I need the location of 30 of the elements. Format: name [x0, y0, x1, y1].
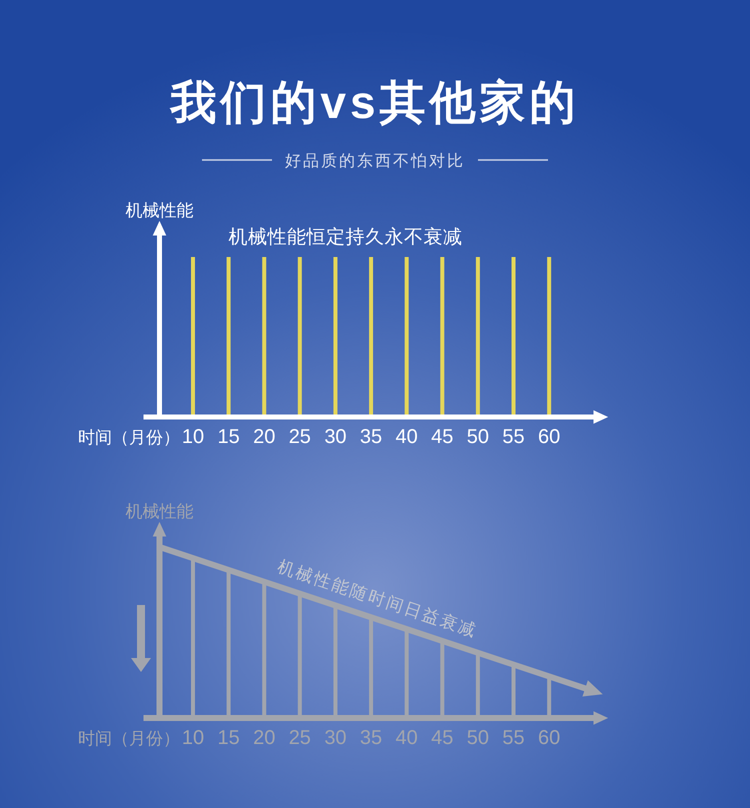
y-axis-title: 机械性能: [126, 201, 194, 220]
x-tick-label: 50: [466, 426, 490, 448]
x-tick-label: 45: [431, 426, 454, 448]
x-tick-label: 25: [288, 727, 311, 749]
x-tick-label: 55: [502, 727, 525, 749]
x-axis-title: 时间（月份）: [78, 729, 180, 748]
x-tick-label: 40: [396, 426, 418, 448]
x-tick-label: 60: [538, 727, 560, 749]
x-tick-label: 35: [360, 727, 382, 749]
y-axis-title: 机械性能: [126, 502, 194, 521]
x-tick-label: 60: [538, 426, 560, 448]
x-tick-label: 10: [182, 727, 204, 749]
x-tick-label: 15: [217, 426, 240, 448]
text: 机械性能恒定持久永不衰减: [228, 226, 462, 248]
x-tick-label: 35: [360, 426, 382, 448]
x-tick-label: 25: [288, 426, 311, 448]
x-tick-label: 55: [502, 426, 525, 448]
x-tick-label: 30: [324, 727, 347, 749]
x-tick-label: 45: [431, 727, 454, 749]
chart-title: 我们的vs其他家的: [169, 76, 580, 128]
x-tick-label: 30: [324, 426, 347, 448]
x-tick-label: 40: [396, 727, 418, 749]
x-axis-title: 时间（月份）: [78, 428, 180, 447]
chart-subtitle: 好品质的东西不怕对比: [285, 152, 465, 170]
x-tick-label: 20: [253, 727, 276, 749]
x-tick-label: 10: [182, 426, 204, 448]
annotation: 机械性能随时间日益衰减: [275, 556, 480, 641]
x-tick-label: 20: [253, 426, 276, 448]
x-tick-label: 50: [466, 727, 490, 749]
x-tick-label: 15: [217, 727, 240, 749]
